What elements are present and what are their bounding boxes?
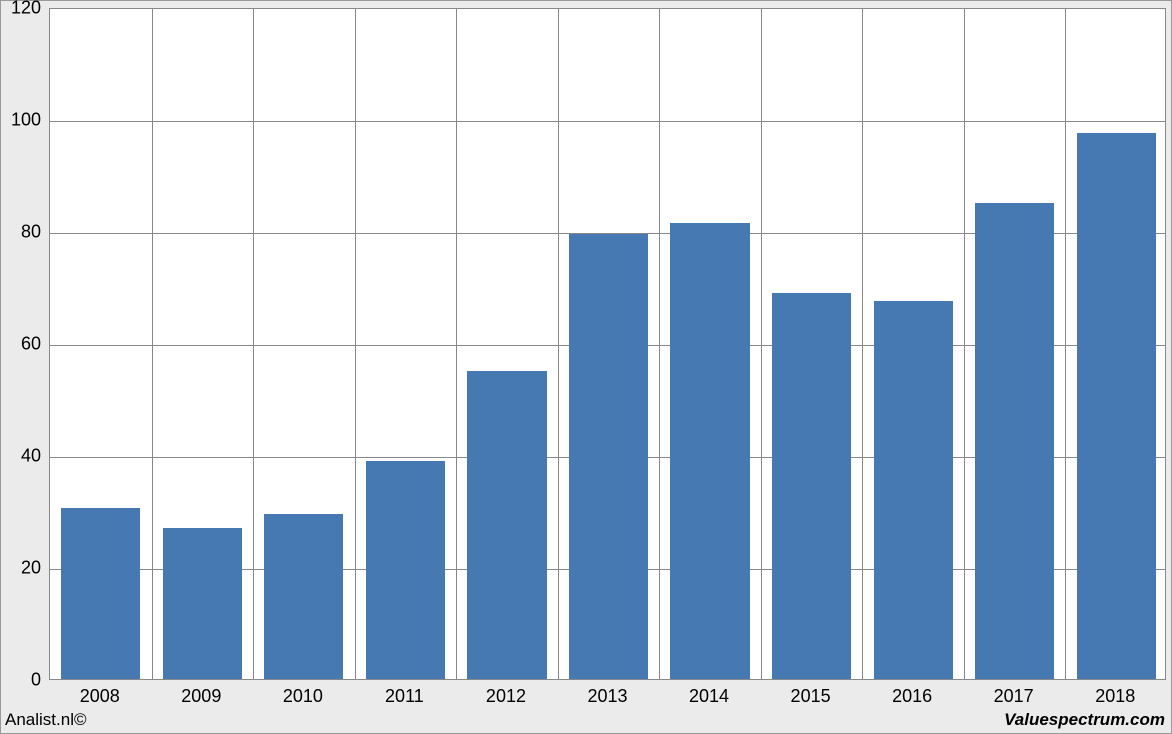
x-tick-label: 2011 <box>385 686 424 707</box>
bar <box>366 461 445 679</box>
grid-line-horizontal <box>50 121 1165 122</box>
credit-right: Valuespectrum.com <box>1004 710 1165 730</box>
grid-line-vertical <box>659 9 660 679</box>
y-tick-label: 120 <box>1 0 41 19</box>
x-tick-label: 2016 <box>892 686 932 707</box>
grid-line-vertical <box>456 9 457 679</box>
bar <box>1077 133 1156 679</box>
y-tick-label: 60 <box>1 334 41 355</box>
y-tick-label: 20 <box>1 558 41 579</box>
bar <box>772 293 851 679</box>
x-tick-label: 2014 <box>689 686 729 707</box>
bar <box>163 528 242 679</box>
x-tick-label: 2012 <box>486 686 526 707</box>
grid-line-vertical <box>558 9 559 679</box>
grid-line-vertical <box>1065 9 1066 679</box>
x-tick-label: 2017 <box>994 686 1034 707</box>
y-tick-label: 80 <box>1 222 41 243</box>
y-tick-label: 40 <box>1 446 41 467</box>
x-tick-label: 2018 <box>1095 686 1135 707</box>
credit-left: Analist.nl© <box>5 710 87 730</box>
grid-line-vertical <box>964 9 965 679</box>
y-tick-label: 100 <box>1 110 41 131</box>
chart-outer-frame: 0 20 40 60 80 100 120 2008 2009 2010 2011 2012 2013… <box>0 0 1172 734</box>
x-tick-label: 2010 <box>283 686 323 707</box>
bar <box>670 223 749 679</box>
x-tick-label: 2009 <box>181 686 221 707</box>
grid-line-vertical <box>761 9 762 679</box>
bar <box>874 301 953 679</box>
grid-line-vertical <box>152 9 153 679</box>
grid-line-vertical <box>355 9 356 679</box>
chart-plot-area <box>49 8 1166 680</box>
bar <box>467 371 546 679</box>
bar <box>264 514 343 679</box>
bar <box>61 508 140 679</box>
x-tick-label: 2008 <box>80 686 120 707</box>
x-tick-label: 2013 <box>587 686 627 707</box>
y-tick-label: 0 <box>1 670 41 691</box>
x-tick-label: 2015 <box>791 686 831 707</box>
bar <box>569 234 648 679</box>
grid-line-vertical <box>862 9 863 679</box>
bar <box>975 203 1054 679</box>
grid-line-vertical <box>253 9 254 679</box>
